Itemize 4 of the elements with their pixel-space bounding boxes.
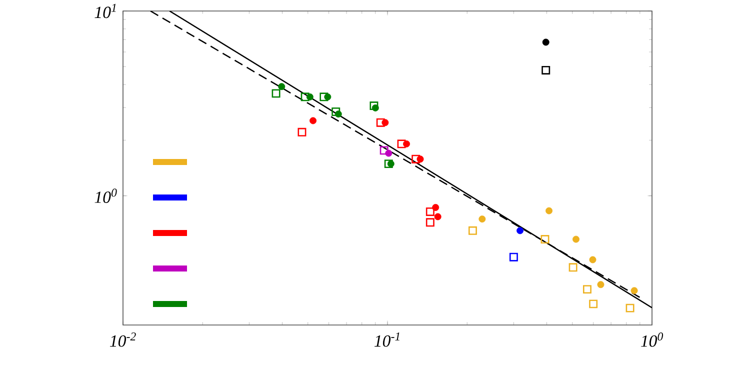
x-tick-label: 10$^{-2}$ — [110, 332, 136, 347]
x-tick-label: 10$^{-1}$ — [374, 332, 400, 347]
y-tick-label: 10$^{1}$ — [94, 4, 116, 18]
x-tick-label: 10$^{0}$ — [640, 332, 664, 347]
